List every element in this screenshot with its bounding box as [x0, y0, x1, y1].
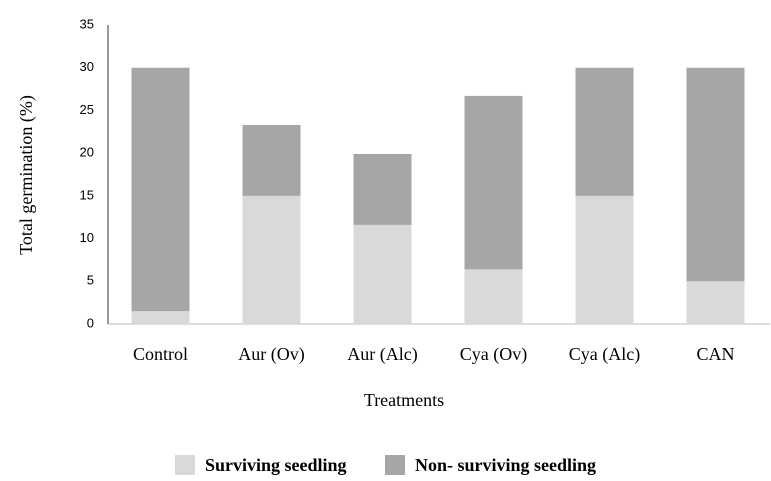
y-tick-label: 20	[80, 145, 94, 160]
bar-segment	[242, 195, 301, 324]
x-tick-label: Aur (Ov)	[238, 344, 304, 365]
legend-swatch	[385, 455, 405, 475]
bar-segment	[242, 124, 301, 196]
bar-segment	[464, 269, 523, 324]
x-tick-label: CAN	[696, 344, 734, 364]
y-tick-label: 25	[80, 102, 94, 117]
y-tick-label: 15	[80, 187, 94, 202]
x-tick-label: Cya (Ov)	[460, 344, 527, 365]
legend-label: Surviving seedling	[205, 455, 347, 475]
bar-segment	[131, 311, 190, 324]
x-tick-label: Control	[133, 344, 188, 364]
bar-segment	[575, 195, 634, 324]
y-axis-label: Total germination (%)	[16, 95, 37, 255]
bar-segment	[131, 67, 190, 312]
x-axis-label: Treatments	[364, 390, 444, 410]
x-tick-label: Aur (Alc)	[347, 344, 417, 365]
y-tick-label: 35	[80, 16, 94, 31]
legend-swatch	[175, 455, 195, 475]
y-tick-label: 10	[80, 230, 94, 245]
y-tick-label: 30	[80, 59, 94, 74]
y-tick-label: 0	[87, 315, 94, 330]
legend-label: Non- surviving seedling	[415, 455, 596, 475]
bar-segment	[464, 95, 523, 270]
bar-segment	[353, 153, 412, 225]
bar-segment	[686, 67, 745, 282]
bar-segment	[575, 67, 634, 196]
bar-segment	[686, 281, 745, 324]
x-tick-label: Cya (Alc)	[569, 344, 640, 365]
y-tick-label: 5	[87, 273, 94, 288]
bar-segment	[353, 224, 412, 324]
